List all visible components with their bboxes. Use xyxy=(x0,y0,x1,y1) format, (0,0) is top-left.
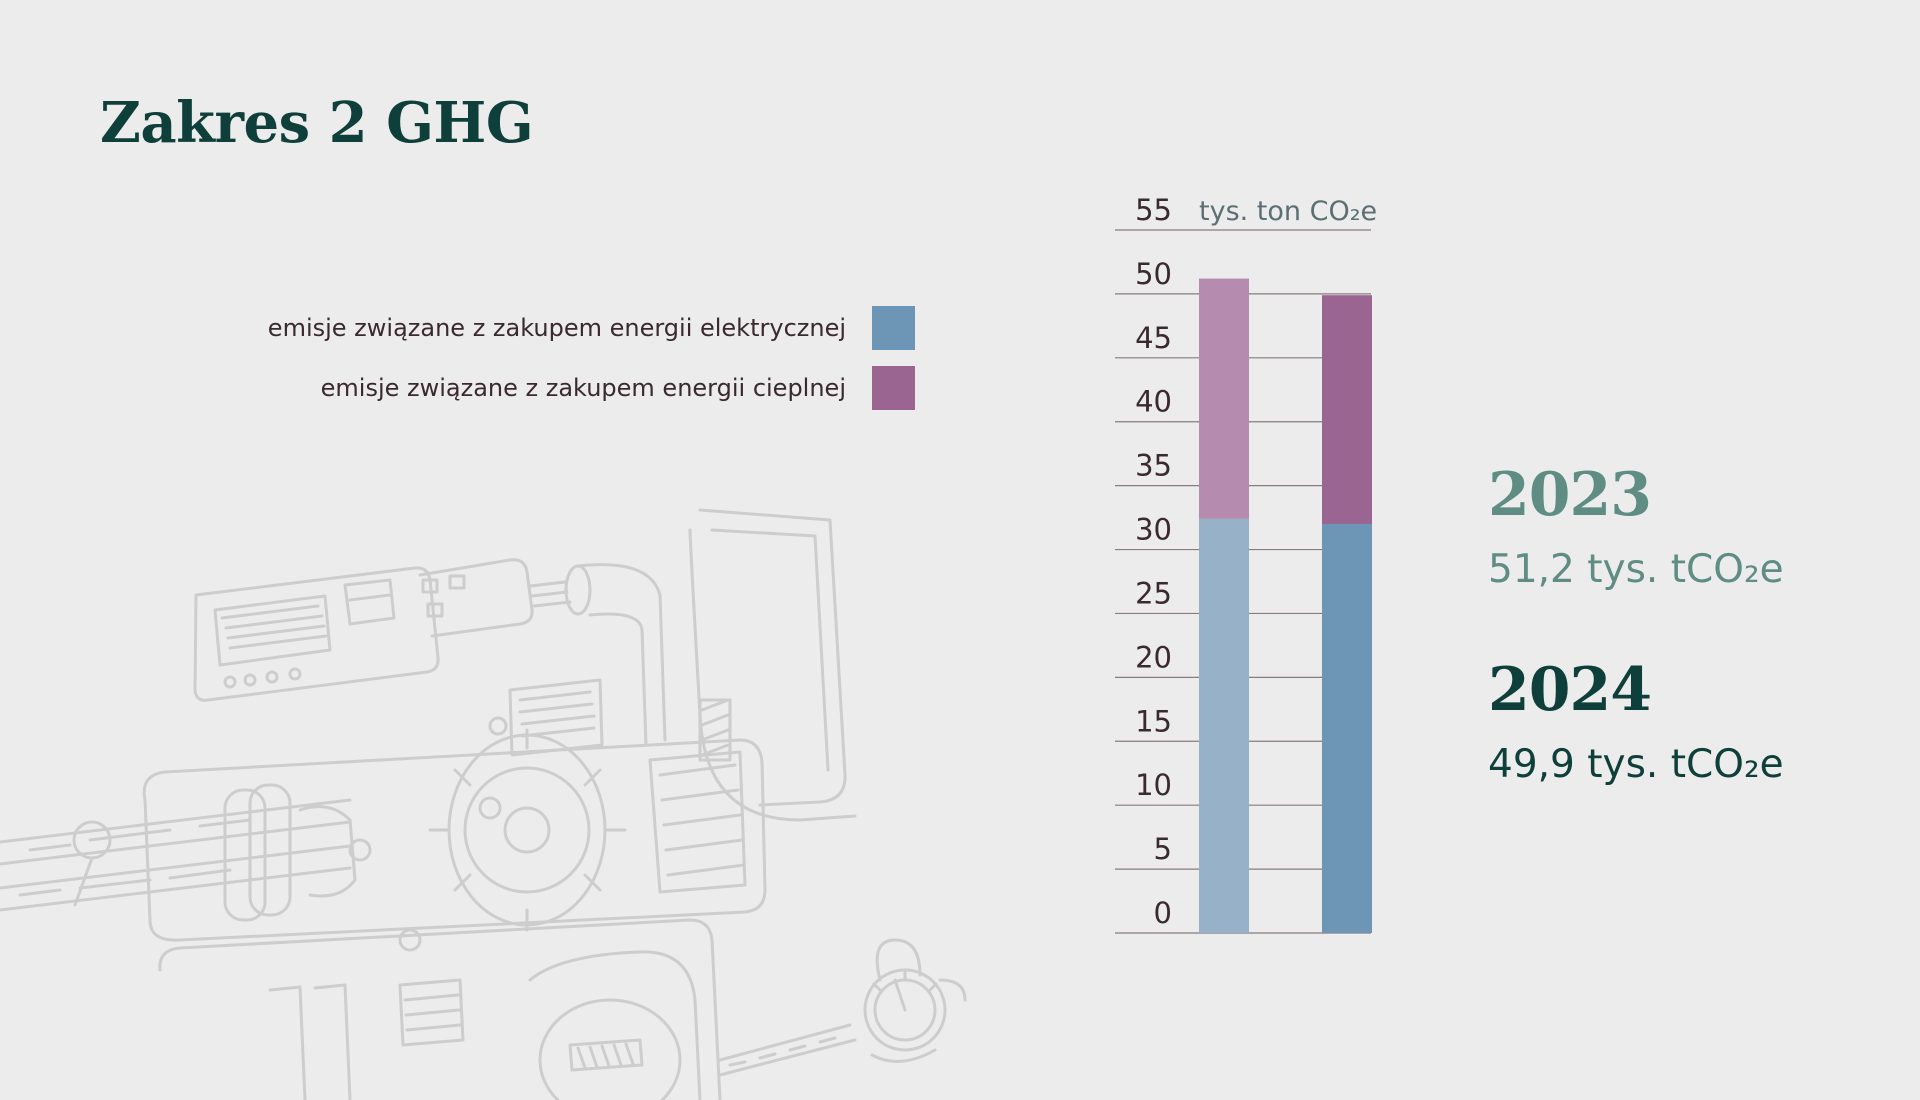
legend-label-electricity: emisje związane z zakupem energii elektr… xyxy=(267,314,846,342)
machine-sketch-illustration xyxy=(0,508,967,1100)
summary-year-2024: 2024 xyxy=(1488,655,1652,725)
y-tick-label-30: 30 xyxy=(1135,513,1172,547)
bar-2023-series-1 xyxy=(1199,278,1249,519)
legend-item-heat: emisje związane z zakupem energii ciepln… xyxy=(200,366,915,410)
summary-year-2023: 2023 xyxy=(1488,460,1652,530)
chart-legend: emisje związane z zakupem energii elektr… xyxy=(200,306,915,426)
legend-item-electricity: emisje związane z zakupem energii elektr… xyxy=(200,306,915,350)
y-tick-label-45: 45 xyxy=(1135,321,1172,355)
chart-y-tick-labels: 0 5 10 15 20 25 30 35 40 45 50 55 xyxy=(1135,193,1172,930)
y-tick-label-40: 40 xyxy=(1135,385,1172,419)
y-tick-label-20: 20 xyxy=(1135,640,1172,674)
legend-label-heat: emisje związane z zakupem energii ciepln… xyxy=(320,374,846,402)
y-tick-label-55: 55 xyxy=(1135,193,1172,227)
bar-2023-series-0 xyxy=(1199,518,1249,933)
legend-swatch-heat xyxy=(872,366,915,410)
y-tick-label-35: 35 xyxy=(1135,449,1172,483)
summary-value-2024: 49,9 tys. tCO₂e xyxy=(1488,742,1784,787)
summary-value-2023: 51,2 tys. tCO₂e xyxy=(1488,547,1784,592)
legend-swatch-electricity xyxy=(872,306,915,350)
summary-2024: 2024 49,9 tys. tCO₂e xyxy=(1488,660,1784,787)
chart-unit-label: tys. ton CO₂e xyxy=(1199,196,1377,227)
page-title: Zakres 2 GHG xyxy=(100,90,534,156)
y-tick-label-10: 10 xyxy=(1135,768,1172,802)
y-tick-label-5: 5 xyxy=(1154,832,1172,866)
summary-2023: 2023 51,2 tys. tCO₂e xyxy=(1488,465,1784,592)
y-tick-label-50: 50 xyxy=(1135,257,1172,291)
bar-2024-series-0 xyxy=(1322,523,1372,933)
y-tick-label-0: 0 xyxy=(1154,896,1172,930)
y-tick-label-15: 15 xyxy=(1135,704,1172,738)
y-tick-label-25: 25 xyxy=(1135,576,1172,610)
bar-2024-series-1 xyxy=(1322,295,1372,524)
chart-bars xyxy=(1199,278,1372,933)
